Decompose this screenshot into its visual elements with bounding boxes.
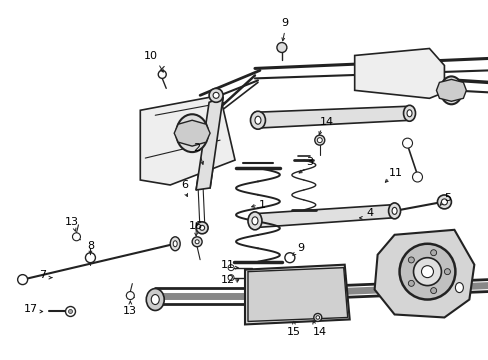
Circle shape (313, 314, 321, 321)
Circle shape (430, 288, 436, 294)
Circle shape (402, 138, 412, 148)
Ellipse shape (391, 207, 396, 214)
Circle shape (158, 71, 166, 78)
Circle shape (126, 292, 134, 300)
Polygon shape (174, 120, 210, 146)
Text: 9: 9 (297, 243, 304, 253)
Circle shape (437, 195, 450, 209)
Text: 15: 15 (286, 327, 300, 337)
Ellipse shape (254, 116, 261, 124)
Polygon shape (436, 80, 466, 101)
Text: 13: 13 (123, 306, 137, 316)
Circle shape (196, 222, 208, 234)
Ellipse shape (449, 276, 468, 298)
Circle shape (407, 257, 413, 263)
Text: 17: 17 (23, 305, 38, 315)
Ellipse shape (446, 84, 455, 97)
Circle shape (444, 269, 449, 275)
Ellipse shape (250, 111, 265, 129)
Polygon shape (196, 97, 223, 190)
Circle shape (18, 275, 27, 285)
Text: 13: 13 (64, 217, 79, 227)
Text: 11: 11 (221, 260, 235, 270)
Polygon shape (244, 265, 349, 324)
Ellipse shape (185, 125, 199, 141)
Ellipse shape (454, 283, 463, 293)
Circle shape (285, 253, 294, 263)
Text: 10: 10 (144, 51, 158, 62)
Circle shape (227, 275, 234, 280)
Circle shape (195, 240, 199, 244)
Text: 5: 5 (443, 193, 450, 203)
Text: 8: 8 (87, 241, 94, 251)
Text: 6: 6 (182, 180, 188, 190)
Text: 14: 14 (319, 117, 333, 127)
Polygon shape (251, 205, 392, 228)
Polygon shape (254, 106, 411, 128)
Text: 9: 9 (281, 18, 288, 28)
Ellipse shape (176, 114, 208, 152)
Polygon shape (354, 49, 444, 98)
Ellipse shape (151, 294, 159, 305)
Circle shape (315, 316, 319, 319)
Circle shape (399, 244, 454, 300)
Ellipse shape (146, 289, 164, 310)
Circle shape (192, 237, 202, 247)
Circle shape (412, 172, 422, 182)
Ellipse shape (440, 76, 462, 104)
Circle shape (421, 266, 432, 278)
Text: 2: 2 (193, 143, 200, 153)
Circle shape (68, 310, 72, 314)
Circle shape (213, 92, 219, 98)
Circle shape (314, 135, 324, 145)
Ellipse shape (170, 237, 180, 251)
Text: 4: 4 (366, 208, 372, 218)
Ellipse shape (251, 217, 258, 225)
Circle shape (430, 250, 436, 256)
Polygon shape (140, 95, 235, 185)
Text: 7: 7 (39, 270, 46, 280)
Circle shape (317, 138, 322, 143)
Circle shape (276, 42, 286, 53)
Text: 11: 11 (388, 168, 402, 178)
Circle shape (85, 253, 95, 263)
Circle shape (65, 306, 75, 316)
Circle shape (413, 258, 441, 285)
Ellipse shape (403, 105, 415, 121)
Polygon shape (374, 230, 473, 318)
Ellipse shape (406, 110, 411, 117)
Ellipse shape (388, 203, 400, 219)
Circle shape (441, 199, 447, 205)
Ellipse shape (173, 241, 177, 247)
Text: 3: 3 (305, 157, 313, 167)
Polygon shape (247, 268, 347, 321)
Circle shape (407, 280, 413, 286)
Ellipse shape (247, 212, 262, 230)
Circle shape (209, 88, 223, 102)
Text: 14: 14 (312, 327, 326, 337)
Circle shape (227, 265, 234, 271)
Text: 12: 12 (221, 275, 235, 285)
Circle shape (199, 225, 204, 230)
Circle shape (72, 233, 81, 241)
Text: 1: 1 (258, 200, 265, 210)
Text: 16: 16 (189, 221, 203, 231)
